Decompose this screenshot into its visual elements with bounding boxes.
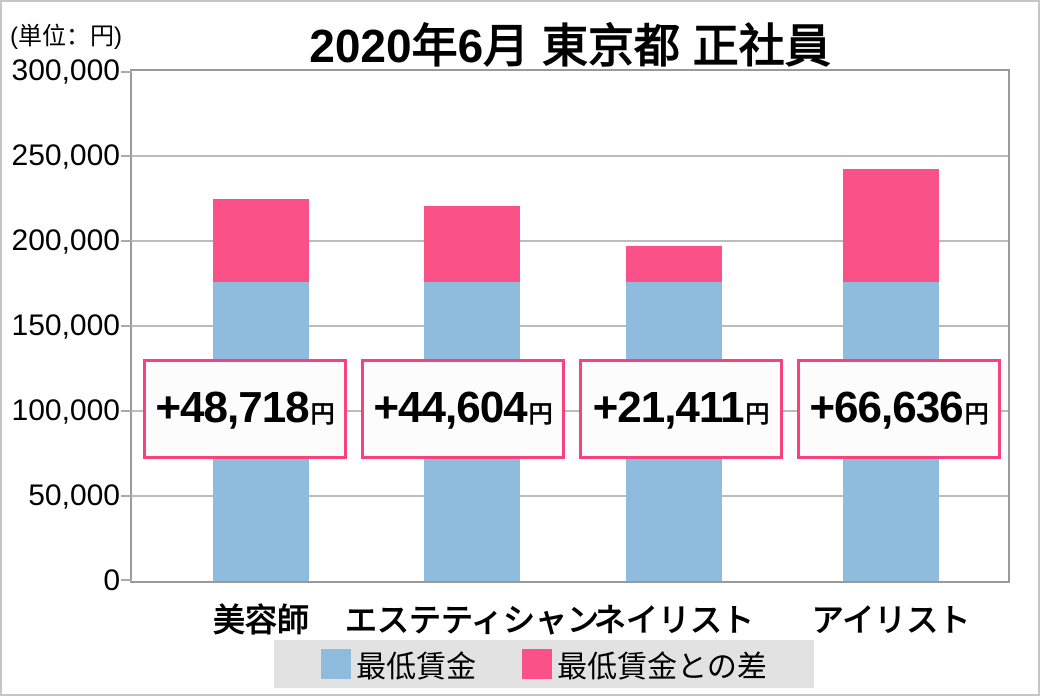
gridline xyxy=(132,240,1008,242)
gridline xyxy=(132,410,1008,412)
y-axis-tick xyxy=(121,240,132,242)
legend-item-diff: 最低賃金との差 xyxy=(522,642,767,686)
chart-title: 2020年6月 東京都 正社員 xyxy=(309,20,831,72)
gridline xyxy=(132,325,1008,327)
diff-value-unit: 円 xyxy=(310,401,335,428)
y-axis-tick-label: 50,000 xyxy=(28,479,120,512)
x-axis-category-label: 美容師 xyxy=(212,602,309,638)
legend-swatch-min-wage-icon xyxy=(321,649,352,679)
diff-value-box: +48,718 円 xyxy=(143,359,347,459)
diff-value: +66,636 xyxy=(809,383,963,432)
gridline xyxy=(132,495,1008,497)
plot-area xyxy=(121,69,1010,583)
bar-segment-diff xyxy=(424,206,520,282)
y-axis-tick xyxy=(121,155,132,157)
x-axis-category-label: アイリスト xyxy=(811,602,971,638)
bar-segment-diff xyxy=(626,246,722,282)
legend-swatch-diff-icon xyxy=(522,649,553,679)
y-axis-tick-label: 200,000 xyxy=(11,224,120,257)
y-axis-tick xyxy=(121,325,132,327)
diff-value-box: +44,604 円 xyxy=(361,359,565,459)
x-axis-category-label: エステティシャン xyxy=(344,602,600,638)
legend: 最低賃金 最低賃金との差 xyxy=(274,640,814,688)
diff-value-box: +66,636 円 xyxy=(797,359,1001,459)
legend-item-min-wage: 最低賃金 xyxy=(321,642,476,686)
gridline xyxy=(132,155,1008,157)
legend-label-min-wage: 最低賃金 xyxy=(356,651,477,684)
bar-segment-diff xyxy=(213,199,309,282)
y-axis-tick xyxy=(121,410,132,412)
y-axis-tick xyxy=(121,495,132,497)
diff-value: +21,411 xyxy=(592,383,745,432)
x-axis-category-label: ネイリスト xyxy=(593,602,754,638)
legend-label-diff: 最低賃金との差 xyxy=(557,651,767,684)
y-axis-tick-label: 150,000 xyxy=(11,309,120,342)
y-axis-tick-label: 100,000 xyxy=(11,394,120,427)
y-axis-tick-label: 0 xyxy=(103,564,120,597)
diff-value-unit: 円 xyxy=(528,401,553,428)
diff-value-box: +21,411 円 xyxy=(579,359,783,459)
bar-segment-diff xyxy=(843,169,939,282)
y-axis-tick-label: 250,000 xyxy=(11,139,120,172)
diff-value-unit: 円 xyxy=(745,401,770,428)
y-axis-tick xyxy=(121,579,132,581)
unit-label: (単位：円) xyxy=(10,23,122,50)
y-axis-tick xyxy=(121,71,132,73)
diff-value-unit: 円 xyxy=(964,401,989,428)
y-axis-tick-label: 300,000 xyxy=(11,54,120,87)
diff-value: +48,718 xyxy=(155,383,309,432)
diff-value: +44,604 xyxy=(373,383,527,432)
